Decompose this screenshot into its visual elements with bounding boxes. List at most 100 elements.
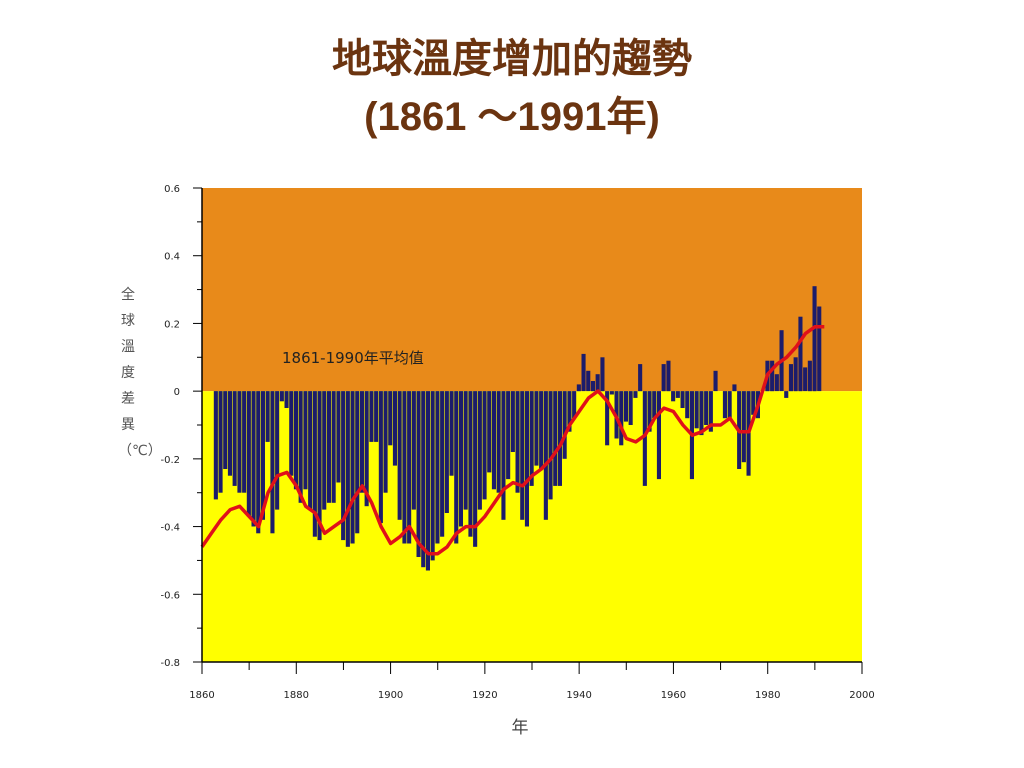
title-line-1: 地球溫度增加的趨勢 xyxy=(332,35,692,82)
anomaly-bar-1938 xyxy=(567,391,572,432)
anomaly-bar-1935 xyxy=(553,391,558,486)
y-tick-label: -0.8 xyxy=(160,658,180,669)
anomaly-bar-1883 xyxy=(308,391,313,510)
anomaly-bar-1971 xyxy=(722,391,727,419)
y-tick-label: 0 xyxy=(174,387,180,398)
anomaly-bar-1924 xyxy=(501,391,506,520)
anomaly-bar-1892 xyxy=(350,391,355,544)
x-tick-label: 1940 xyxy=(566,690,591,701)
anomaly-bar-1897 xyxy=(374,391,379,442)
title-line-2: (1861 ～1991年) xyxy=(364,95,660,139)
anomaly-bar-1919 xyxy=(477,391,482,510)
anomaly-bar-1975 xyxy=(741,391,746,463)
anomaly-bar-1959 xyxy=(666,360,671,392)
anomaly-bar-1920 xyxy=(482,391,487,500)
anomaly-bar-1914 xyxy=(454,391,459,544)
anomaly-bar-1981 xyxy=(770,360,775,392)
anomaly-bar-1872 xyxy=(256,391,261,534)
anomaly-bar-1879 xyxy=(289,391,294,476)
anomaly-bar-1874 xyxy=(265,391,270,442)
anomaly-bars xyxy=(213,286,822,571)
y-tick-label: -0.2 xyxy=(160,455,180,466)
anomaly-bar-1962 xyxy=(680,391,685,408)
anomaly-bar-1916 xyxy=(463,391,468,510)
anomaly-bar-1867 xyxy=(232,391,237,486)
anomaly-bar-1933 xyxy=(543,391,548,520)
y-tick-label: -0.4 xyxy=(160,523,180,534)
anomaly-bar-1911 xyxy=(440,391,445,537)
anomaly-bar-1895 xyxy=(364,391,369,507)
anomaly-bar-1941 xyxy=(581,353,586,392)
anomaly-bar-1929 xyxy=(524,391,529,527)
anomaly-bar-1930 xyxy=(529,391,534,486)
anomaly-bar-1961 xyxy=(675,391,680,398)
anomaly-bar-1908 xyxy=(425,391,430,571)
x-tick-label: 1980 xyxy=(755,690,780,701)
anomaly-bar-1989 xyxy=(807,360,812,392)
x-tick-label: 1860 xyxy=(189,690,214,701)
anomaly-bar-1873 xyxy=(260,391,265,520)
anomaly-bar-1965 xyxy=(694,391,699,429)
above-average-background xyxy=(202,188,862,392)
x-tick-label: 1900 xyxy=(378,690,403,701)
x-tick-label: 2000 xyxy=(849,690,874,701)
anomaly-bar-1973 xyxy=(732,384,737,392)
x-tick-label: 1960 xyxy=(661,690,686,701)
anomaly-bar-1878 xyxy=(284,391,289,408)
anomaly-bar-1875 xyxy=(270,391,275,534)
anomaly-bar-1937 xyxy=(562,391,567,459)
anomaly-bar-1977 xyxy=(751,391,756,415)
anomaly-bar-1991 xyxy=(817,306,822,392)
anomaly-bar-1898 xyxy=(378,391,383,524)
y-axis-label: 全球溫度差異（℃） xyxy=(118,287,162,459)
anomaly-bar-1882 xyxy=(303,391,308,490)
anomaly-bar-1925 xyxy=(506,391,511,480)
anomaly-bar-1887 xyxy=(326,391,331,503)
axes: 0.6 0.4 0.2 0 -0.2 -0.4 -0.6 -0.8 1860 1880 1900 19… xyxy=(160,184,874,701)
anomaly-bar-1884 xyxy=(312,391,317,537)
anomaly-bar-1910 xyxy=(435,391,440,544)
anomaly-bar-1913 xyxy=(449,391,454,476)
anomaly-bar-1909 xyxy=(430,391,435,561)
anomaly-bar-1870 xyxy=(246,391,251,517)
anomaly-bar-1943 xyxy=(590,381,595,392)
anomaly-bar-1876 xyxy=(275,391,280,510)
anomaly-bar-1955 xyxy=(647,391,652,432)
anomaly-bar-1928 xyxy=(520,391,525,520)
anomaly-bar-1877 xyxy=(279,391,284,402)
anomaly-bar-1931 xyxy=(534,391,539,466)
anomaly-bar-1865 xyxy=(223,391,228,469)
anomaly-bar-1940 xyxy=(576,384,581,392)
anomaly-bar-1932 xyxy=(539,391,544,469)
anomaly-bar-1956 xyxy=(652,391,657,419)
anomaly-bar-1922 xyxy=(491,391,496,490)
anomaly-bar-1903 xyxy=(402,391,407,544)
anomaly-bar-1868 xyxy=(237,391,242,493)
anomaly-bar-1949 xyxy=(619,391,624,446)
x-axis-label: 年 xyxy=(511,718,529,738)
anomaly-bar-1912 xyxy=(444,391,449,513)
slide-title: 地球溫度增加的趨勢 (1861 ～1991年) xyxy=(0,30,1024,146)
baseline-annotation: 1861-1990年平均值 xyxy=(282,349,424,367)
anomaly-bar-1952 xyxy=(633,391,638,398)
anomaly-bar-1880 xyxy=(293,391,298,490)
anomaly-bar-1986 xyxy=(793,357,798,392)
anomaly-bar-1889 xyxy=(336,391,341,483)
anomaly-bar-1918 xyxy=(473,391,478,547)
anomaly-bar-1984 xyxy=(784,391,789,398)
anomaly-bar-1871 xyxy=(251,391,256,527)
anomaly-bar-1990 xyxy=(812,286,817,392)
anomaly-bar-1915 xyxy=(458,391,463,527)
anomaly-bar-1953 xyxy=(638,364,643,392)
anomaly-bar-1863 xyxy=(213,391,218,500)
y-tick-label: 0.6 xyxy=(164,184,180,195)
y-tick-label: 0.4 xyxy=(164,252,180,263)
anomaly-bar-1923 xyxy=(496,391,501,493)
anomaly-bar-1982 xyxy=(774,374,779,392)
anomaly-bar-1893 xyxy=(355,391,360,534)
anomaly-bar-1954 xyxy=(642,391,647,486)
anomaly-bar-1866 xyxy=(227,391,232,476)
anomaly-bar-1896 xyxy=(369,391,374,442)
anomaly-bar-1886 xyxy=(322,391,327,510)
